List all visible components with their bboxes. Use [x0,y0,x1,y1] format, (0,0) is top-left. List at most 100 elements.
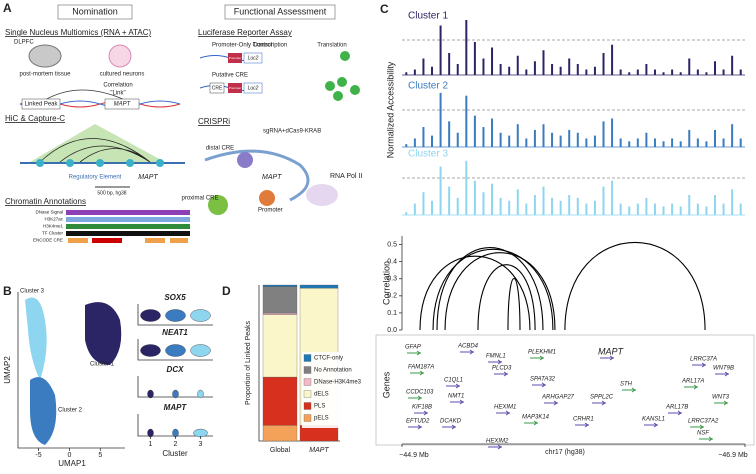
peak [525,69,528,75]
panel-label: D [222,284,231,298]
label: MAPT [114,102,132,108]
peak [448,53,451,75]
gene-glyph [575,422,589,428]
gene-glyph [488,444,502,450]
protein [259,190,275,206]
umap-cluster [85,302,122,365]
peak [696,203,699,215]
violin [190,344,211,357]
legend-label: CTCF-only [314,356,343,362]
contact-arc [39,138,151,163]
label: HiC & Capture-C [5,114,65,123]
label: H3K27ac [44,217,63,222]
label: Luc2 [248,55,259,61]
peak [671,203,674,215]
legend-label: DNase-H3K4me3 [314,380,362,386]
label: ENCODE CRE [33,238,63,243]
peak [731,189,734,215]
peak [619,138,622,147]
legend-swatch [303,378,312,386]
peak [568,195,571,215]
label: Luc2 [248,85,259,91]
label: sgRNA+dCas9-KRAB [263,129,321,135]
luc-box [243,52,263,64]
gene-label: NEAT1 [162,328,188,337]
y-axis-label: Normalized Accessibility [385,61,395,158]
label: Transcription [253,43,287,49]
peak [576,132,579,147]
gene-name: SPATA32 [530,377,556,383]
x-axis-label: UMAP1 [58,459,86,468]
peak [662,141,665,147]
neuron-icon [108,44,132,68]
gene-name: LRRC37A [690,357,717,363]
gene-name: MAPT [598,346,625,356]
peak [551,197,554,215]
legend-label: pELS [314,416,329,422]
gene-glyph [442,424,456,430]
peak [491,118,494,147]
peak [422,58,425,75]
peak [688,129,691,147]
peak [593,135,596,147]
correlation-arc [419,255,531,331]
peak [585,69,588,75]
gene-name: C1QL1 [444,378,463,384]
peak [739,69,742,75]
peak [679,72,682,75]
gene-glyph [496,410,510,416]
y-tick-label: 0.3 [387,276,397,283]
cluster-label: Cluster 3 [408,149,448,160]
gene-name: PLEKHM1 [528,350,556,356]
label: DNase Signal [35,210,63,215]
x-tick-label: ~46.9 Mb [718,452,747,459]
peak [645,64,648,75]
x-axis-label: Cluster [162,449,188,458]
peak [508,66,511,75]
label: CRISPRi [198,117,230,126]
cluster-label: Cluster 1 [408,11,448,22]
peak [593,66,596,75]
label: TF Cluster [42,231,64,236]
peak [713,129,716,147]
peak [731,124,734,147]
label: Promoter [229,56,241,60]
peak [679,206,682,215]
gene-name: STH [620,382,633,388]
gene-name: ARL17A [681,379,704,385]
box [57,4,133,20]
violin [193,428,208,438]
gene-name: DCAKD [440,419,462,425]
peak [456,197,459,215]
umap-cluster [25,297,47,380]
peak [671,69,674,75]
x-tick-label: 1 [149,441,153,448]
peak [602,186,605,215]
link-arc [44,89,126,101]
gene-name: FAM187A [408,365,434,371]
cluster-label: Cluster 1 [90,362,115,368]
gene-glyph [544,400,558,406]
peak [456,132,459,147]
bar-segment [262,425,298,442]
peak [705,206,708,215]
gene-glyph [408,424,422,430]
peak [696,138,699,147]
protein [208,195,228,215]
peak [508,135,511,147]
label: Luciferase Reporter Assay [198,28,292,37]
label: post-mortem tissue [19,72,71,78]
peak [491,47,494,75]
label: Translation [317,43,346,49]
label: Single Nucleus Multiomics (RNA + ATAC) [5,28,152,37]
axis [137,304,213,326]
gene-glyph [494,371,508,377]
peak [439,92,442,147]
legend-label: PLS [314,404,325,410]
peak [508,200,511,215]
bar-segment [262,286,298,314]
legend-swatch [303,390,312,398]
y-tick-label: 0.4 [387,258,397,265]
peak [456,64,459,75]
pol-ii [306,184,338,206]
